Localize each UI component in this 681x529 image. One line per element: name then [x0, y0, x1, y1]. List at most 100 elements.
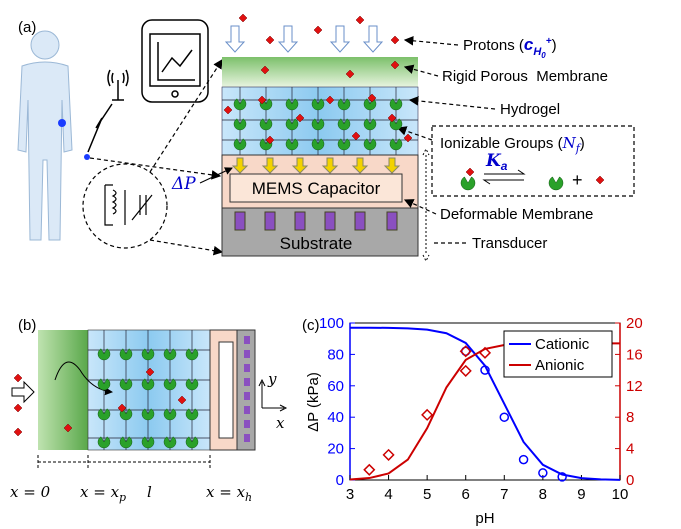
- text: Protons (: [463, 37, 524, 54]
- text: x = x: [206, 483, 246, 501]
- data-point: [461, 366, 471, 376]
- leader: [150, 240, 222, 252]
- proton: [314, 26, 322, 34]
- electrode: [295, 212, 305, 230]
- x-tick-label: 4: [384, 486, 392, 503]
- proton: [466, 168, 474, 176]
- sensor-dot: [58, 119, 66, 127]
- proton: [596, 176, 604, 184]
- x-tick-label: 5: [423, 486, 431, 503]
- porous-membrane: [38, 330, 88, 450]
- position-label: x = 0: [10, 483, 51, 501]
- flux-arrow: [364, 26, 382, 52]
- sensor-dot: [84, 154, 90, 160]
- electrode: [244, 392, 250, 400]
- leader: [90, 158, 220, 176]
- membrane-label: Rigid Porous Membrane: [442, 68, 608, 85]
- electrode: [244, 350, 250, 358]
- substrate: [237, 330, 255, 450]
- ionizable-label: Ionizable Groups (Nf): [440, 134, 585, 155]
- deformable-label: Deformable Membrane: [440, 206, 593, 223]
- proton: [266, 36, 274, 44]
- person: [18, 31, 72, 240]
- proton: [14, 374, 22, 382]
- subscript: p: [119, 491, 126, 504]
- substrate-label: Substrate: [280, 234, 353, 253]
- symbol: N: [562, 134, 577, 152]
- capacitor-label: MEMS Capacitor: [252, 179, 381, 198]
- porous-membrane: [222, 57, 418, 87]
- legend-label: Anionic: [535, 357, 585, 374]
- electrode: [244, 336, 250, 344]
- dimension-lines: [38, 455, 210, 469]
- y-tick-label: 40: [327, 409, 344, 426]
- figure: (a) MEMS Capacitor Substrate ΔP Protons …: [0, 0, 681, 529]
- proton: [14, 428, 22, 436]
- electrode: [235, 212, 245, 230]
- length-label: l: [147, 483, 152, 501]
- y2-tick-label: 8: [626, 409, 634, 426]
- y-tick-label: 100: [319, 315, 344, 332]
- data-point: [384, 450, 394, 460]
- panel-label: (c): [302, 317, 320, 334]
- subscript: a: [501, 159, 508, 173]
- capacitor-gap: [219, 342, 233, 438]
- data-point: [520, 456, 528, 464]
- electrode: [325, 212, 335, 230]
- pressure-label: ΔP: [171, 174, 196, 194]
- data-point: [422, 410, 432, 420]
- x-tick-label: 3: [346, 486, 354, 503]
- electrode: [387, 212, 397, 230]
- text: ): [552, 37, 557, 54]
- electrode: [265, 212, 275, 230]
- protons-label: Protons (cH0+): [463, 35, 557, 60]
- transducer-label: Transducer: [472, 235, 547, 252]
- plus: +: [572, 170, 583, 190]
- y2-tick-label: 12: [626, 378, 643, 395]
- legend-label: Cationic: [535, 336, 590, 353]
- position-label: x = xh: [206, 483, 252, 504]
- panel-label: (a): [18, 19, 36, 36]
- position-label: x = xp: [80, 483, 126, 504]
- subscript: h: [245, 491, 252, 504]
- chart: 345678910020406080100048121620CationicAn…: [319, 315, 643, 503]
- y-axis-title: ΔP (kPa): [305, 372, 322, 432]
- proton: [239, 14, 247, 22]
- text: x = x: [80, 483, 120, 501]
- hydrogel-label: Hydrogel: [500, 101, 560, 118]
- proton: [14, 404, 22, 412]
- y-tick-label: 0: [336, 472, 344, 489]
- circuit: [105, 185, 152, 225]
- electrode: [244, 406, 250, 414]
- text: Ionizable Groups (: [440, 135, 563, 152]
- leader: [150, 60, 222, 172]
- phone: [142, 20, 208, 102]
- y2-tick-label: 16: [626, 346, 643, 363]
- data-point: [364, 465, 374, 475]
- y-tick-label: 80: [327, 346, 344, 363]
- y-tick-label: 20: [327, 441, 344, 458]
- x-axis-title: pH: [475, 510, 494, 527]
- y-tick-label: 60: [327, 378, 344, 395]
- electrode: [355, 212, 365, 230]
- data-point: [500, 413, 508, 421]
- x-tick-label: 7: [500, 486, 508, 503]
- electrode: [244, 420, 250, 428]
- electrode: [244, 434, 250, 442]
- y2-tick-label: 20: [626, 315, 643, 332]
- subscript: 0: [541, 51, 546, 60]
- flux-arrow: [226, 26, 244, 52]
- antenna: [88, 70, 128, 152]
- flux-arrow: [279, 26, 297, 52]
- ka-label: Ka: [485, 151, 508, 173]
- electrode: [244, 364, 250, 372]
- x-tick-label: 9: [577, 486, 585, 503]
- x-tick-label: 6: [462, 486, 470, 503]
- y2-tick-label: 0: [626, 472, 634, 489]
- electrode: [244, 378, 250, 386]
- bracket: [423, 149, 429, 261]
- x-tick-label: 8: [539, 486, 547, 503]
- symbol: K: [485, 151, 502, 171]
- leader: [410, 100, 495, 109]
- axis-label: x: [276, 414, 285, 432]
